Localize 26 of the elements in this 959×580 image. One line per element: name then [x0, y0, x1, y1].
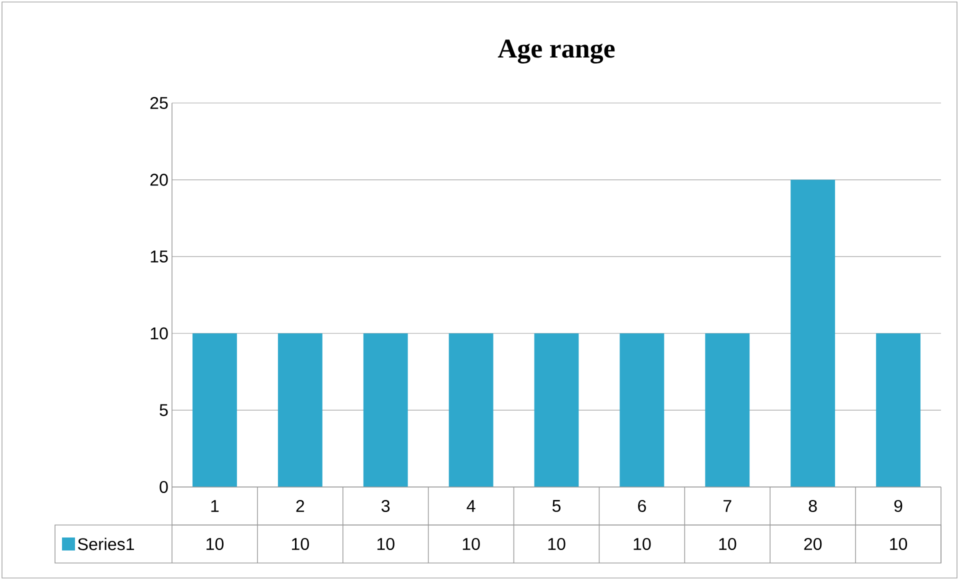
chart-title: Age range — [498, 40, 615, 64]
data-label: 10 — [292, 538, 309, 550]
x-tick-label: 4 — [466, 500, 476, 512]
data-label: 10 — [548, 538, 566, 550]
x-tick-label: 8 — [808, 500, 817, 512]
x-tick-label: 6 — [638, 500, 646, 512]
data-label: 20 — [804, 538, 822, 550]
legend-label: Series1 — [78, 538, 134, 550]
y-tick-label: 0 — [160, 480, 168, 494]
x-tick-label: 2 — [296, 500, 304, 512]
data-label: 10 — [634, 538, 651, 550]
y-tick-label: 10 — [150, 327, 168, 340]
data-label: 10 — [377, 538, 394, 550]
x-tick-label: 9 — [894, 500, 902, 512]
data-label: 10 — [206, 538, 224, 550]
data-label: 10 — [890, 538, 908, 550]
x-tick-label: 7 — [724, 500, 732, 512]
y-tick-label: 20 — [150, 174, 168, 186]
x-tick-label: 3 — [382, 500, 390, 512]
data-label: 10 — [462, 538, 480, 550]
x-tick-label: 1 — [211, 500, 219, 512]
y-tick-label: 5 — [160, 404, 168, 416]
data-label: 10 — [719, 538, 736, 550]
y-tick-label: 25 — [150, 96, 168, 110]
y-tick-label: 15 — [150, 250, 168, 263]
x-tick-label: 5 — [552, 500, 561, 512]
